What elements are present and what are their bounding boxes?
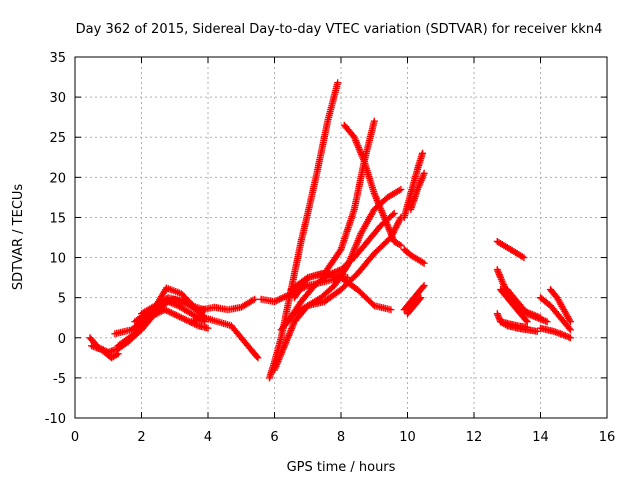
data-point-markers — [266, 79, 342, 382]
series-arc-9 — [197, 295, 259, 314]
series-arc-27 — [497, 318, 541, 335]
x-tick-label: 14 — [532, 430, 549, 445]
x-tick-label: 2 — [137, 430, 145, 445]
data-point-markers — [547, 286, 574, 326]
series-arc-16 — [340, 121, 405, 249]
axis-ticks: 0 2 4 6 8 10 12 14 16 -10 -5 0 5 10 15 20 25 30 35 — [45, 51, 616, 445]
y-tick-label: -5 — [53, 372, 66, 387]
data-point-markers — [340, 121, 405, 249]
series-arc-23 — [493, 238, 528, 262]
data-point-markers — [197, 295, 259, 314]
y-tick-label: 15 — [49, 211, 66, 226]
y-tick-label: 30 — [49, 91, 66, 106]
grid — [75, 57, 607, 418]
series-arc-7 — [138, 295, 209, 318]
data-point-markers — [400, 282, 428, 314]
y-tick-label: 35 — [49, 51, 66, 66]
data-point-markers — [111, 306, 212, 338]
data-point-markers — [503, 286, 551, 326]
y-tick-label: 0 — [58, 332, 66, 347]
data-point-markers — [290, 270, 352, 302]
y-tick-label: 5 — [58, 292, 66, 307]
series-arc-17 — [290, 270, 352, 302]
series-arc-30 — [537, 294, 574, 334]
x-tick-label: 8 — [337, 430, 345, 445]
series-arc-10 — [266, 79, 342, 382]
data-layer — [86, 79, 574, 382]
y-tick-label: 25 — [49, 131, 66, 146]
series-arc-20 — [400, 246, 428, 267]
x-tick-label: 16 — [599, 430, 616, 445]
y-axis-label: SDTVAR / TECUs — [11, 184, 26, 291]
series-arc-8 — [187, 314, 262, 362]
series-arc-5 — [111, 306, 212, 338]
x-tick-label: 12 — [466, 430, 483, 445]
data-point-markers — [400, 149, 426, 221]
series-arc-19 — [407, 169, 428, 213]
data-point-markers — [88, 342, 122, 362]
x-axis-label: GPS time / hours — [287, 460, 396, 475]
series-arc-31 — [547, 286, 574, 326]
data-point-markers — [138, 295, 209, 318]
y-tick-label: -10 — [45, 412, 66, 427]
data-point-markers — [400, 246, 428, 267]
x-tick-label: 10 — [399, 430, 416, 445]
data-point-markers — [404, 294, 425, 318]
series-arc-21 — [400, 282, 428, 314]
y-tick-label: 10 — [49, 252, 66, 267]
x-tick-label: 6 — [270, 430, 278, 445]
data-point-markers — [187, 314, 262, 362]
series-arc-29 — [537, 324, 574, 342]
data-point-markers — [537, 294, 574, 334]
series-arc-22 — [404, 294, 425, 318]
data-point-markers — [497, 318, 541, 335]
series-arc-28 — [503, 286, 551, 326]
chart-title: Day 362 of 2015, Sidereal Day-to-day VTE… — [76, 22, 603, 37]
data-point-markers — [537, 324, 574, 342]
x-tick-label: 4 — [204, 430, 212, 445]
y-tick-label: 20 — [49, 171, 66, 186]
series-arc-18 — [400, 149, 426, 221]
data-point-markers — [407, 169, 428, 213]
data-point-markers — [493, 238, 528, 262]
x-tick-label: 0 — [71, 430, 79, 445]
series-arc-2 — [88, 342, 122, 362]
